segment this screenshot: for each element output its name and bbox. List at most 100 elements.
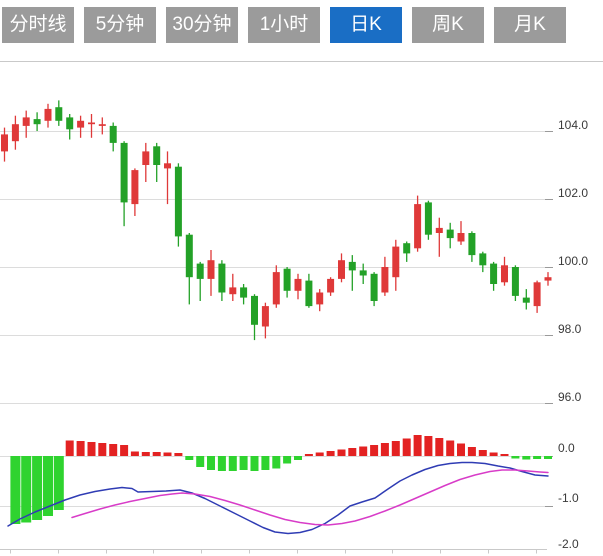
candle-body [196,263,204,279]
tab-daily-k[interactable]: 日K [330,7,402,43]
candle-body [479,253,487,266]
candle-body [218,263,226,293]
candle-body [120,142,128,203]
macd-bar [348,448,357,456]
candle-body [338,260,345,279]
macd-bar [402,438,411,456]
candle-body [403,243,411,254]
candle-body [381,267,389,293]
candle-body [370,273,378,301]
candle-body [501,265,508,283]
macd-bar [163,452,172,456]
candle-body [55,107,63,121]
macd-bar [489,452,498,456]
candle-body [164,163,171,169]
macd-bar [533,456,542,459]
axis-labels: 104.0 102.0 100.0 98.0 96.0 0.0 -1.0 -2.0 [558,118,588,551]
candle-body [305,280,313,307]
candle-body [153,146,161,165]
macd-bar [272,456,281,469]
macd-bar [109,444,118,456]
macd-bar [76,441,85,456]
macd-bar [261,456,270,470]
macd-bar [522,456,531,460]
macd-bar [370,445,379,456]
price-axis-label: 104.0 [558,118,588,132]
macd-bar [141,452,150,456]
candle-body [490,263,498,284]
candle-body [446,229,454,239]
candle-body [207,260,215,279]
candle-body [468,233,476,256]
macd-bar [446,440,455,456]
macd-axis-label: 0.0 [558,441,575,455]
macd-bar [304,454,313,456]
price-axis-label: 98.0 [558,322,582,336]
tab-monthly-k[interactable]: 月K [494,7,566,43]
candle-body [88,122,95,125]
macd-bar [457,443,465,456]
price-axis-label: 96.0 [558,390,582,404]
macd-bar [87,442,96,456]
macd-bar [43,456,53,516]
macd-bar [65,440,74,456]
candle-body [327,278,335,293]
macd-bar [228,456,237,471]
macd-bar [544,456,552,459]
macd-bar [250,456,259,471]
macd-bar [478,450,487,456]
candle-body [109,125,117,143]
candle-body [544,277,552,281]
macd-bar [185,456,194,460]
macd-bar [207,456,215,470]
candle-body [261,306,269,327]
candles-group [1,100,552,341]
candle-body [294,278,302,291]
candle-body [1,134,8,152]
candle-body [457,233,465,242]
tab-30min[interactable]: 30分钟 [166,7,238,43]
candle-body [66,117,74,130]
tab-timeshare-line[interactable]: 分时线 [2,7,74,43]
candle-body [77,120,85,128]
interval-tabbar: 分时线 5分钟 30分钟 1小时 日K 周K 月K [2,7,566,43]
candle-body [392,246,400,278]
candle-body [240,287,248,298]
candle-body [533,282,541,307]
macd-axis-label: -1.0 [558,491,579,505]
macd-bar [10,456,21,524]
macd-bar [359,446,368,456]
macd-bar [217,456,226,471]
macd-bar [326,451,335,456]
candle-body [272,272,280,305]
candle-body [283,268,291,291]
macd-bar [500,454,509,456]
candle-body [522,297,530,303]
macd-bar [337,449,346,456]
candle-body [511,267,519,296]
macd-bar [196,456,205,467]
candle-body [33,119,41,125]
candle-body [251,295,258,325]
tab-5min[interactable]: 5分钟 [84,7,156,43]
tab-weekly-k[interactable]: 周K [412,7,484,43]
time-axis [0,549,547,554]
candle-body [98,124,106,126]
candle-body [11,124,19,142]
macd-bar [98,443,107,456]
candle-body [44,108,52,121]
dea-line [71,469,549,526]
macd-bar [174,453,183,456]
macd-bar [21,456,32,523]
macd-bar [435,438,444,456]
tab-1hour[interactable]: 1小时 [248,7,320,43]
price-axis-label: 102.0 [558,186,588,200]
candle-body [185,234,193,278]
macd-bar [32,456,43,520]
macd-bar [239,456,248,470]
macd-bar [413,435,422,456]
macd-bar [315,452,324,456]
macd-bar [294,456,302,460]
